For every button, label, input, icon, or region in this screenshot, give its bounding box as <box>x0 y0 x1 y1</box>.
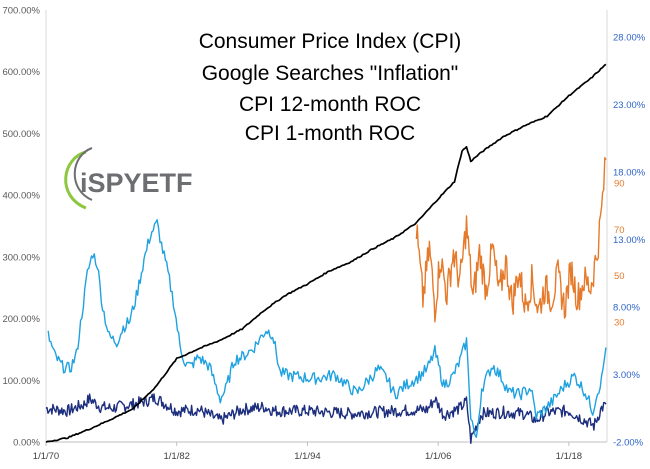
x-tick-label: 1/1/06 <box>425 451 451 462</box>
right-tick-label: 13.00% <box>613 235 646 246</box>
title-cpi-12-month-roc: CPI 12-month ROC <box>239 93 421 116</box>
series-line-cpi-1-month-roc <box>45 393 607 444</box>
right-tick-label: 23.00% <box>613 100 646 111</box>
google-tick-label: 30 <box>614 318 625 329</box>
axes <box>45 10 608 443</box>
left-axis-ticks: 0.00% 100.00% 200.00% 300.00% 400.00% 500.00%… <box>2 6 40 449</box>
right-tick-label: 28.00% <box>613 33 646 44</box>
left-tick-label: 200.00% <box>2 314 40 325</box>
google-axis-ticks: 90 70 50 30 <box>614 179 625 329</box>
right-tick-label: 3.00% <box>613 370 640 381</box>
left-tick-label: 400.00% <box>2 191 40 202</box>
x-tick-label: 1/1/82 <box>164 451 190 462</box>
logo-swoosh-dark <box>73 147 93 201</box>
left-tick-label: 300.00% <box>2 252 40 263</box>
series-layer <box>45 63 607 444</box>
left-tick-label: 600.00% <box>2 67 40 78</box>
logo-text: iSPYETF <box>80 168 193 198</box>
series-line-cpi-12-month-roc <box>47 219 607 438</box>
series-line-google-searches-inflation <box>415 157 607 323</box>
ispyetf-logo: iSPYETF <box>64 147 193 210</box>
right-axis-ticks: 28.00% 23.00% 18.00% 13.00% 8.00% 3.00% -2.00% <box>613 33 646 449</box>
title-cpi-1-month-roc: CPI 1-month ROC <box>245 122 415 145</box>
google-tick-label: 50 <box>614 271 625 282</box>
right-tick-label: 8.00% <box>613 303 640 314</box>
chart-titles: Consumer Price Index (CPI) Google Search… <box>199 30 462 145</box>
google-tick-label: 90 <box>614 179 625 190</box>
google-tick-label: 70 <box>614 225 625 236</box>
x-tick-label: 1/1/70 <box>33 451 59 462</box>
x-tick-label: 1/1/94 <box>294 451 320 462</box>
left-tick-label: 700.00% <box>2 6 40 17</box>
title-google-searches: Google Searches "Inflation" <box>202 62 459 85</box>
left-tick-label: 500.00% <box>2 129 40 140</box>
series-line-consumer-price-index-cpi <box>45 63 607 443</box>
logo-swoosh-green <box>64 150 87 210</box>
x-axis-ticks: 1/1/70 1/1/82 1/1/94 1/1/06 1/1/18 <box>33 442 582 462</box>
left-tick-label: 100.00% <box>2 376 40 387</box>
right-tick-label: -2.00% <box>613 438 644 449</box>
right-tick-label: 18.00% <box>613 168 646 179</box>
left-tick-label: 0.00% <box>13 438 40 449</box>
title-cpi: Consumer Price Index (CPI) <box>199 30 462 53</box>
x-tick-label: 1/1/18 <box>556 451 582 462</box>
